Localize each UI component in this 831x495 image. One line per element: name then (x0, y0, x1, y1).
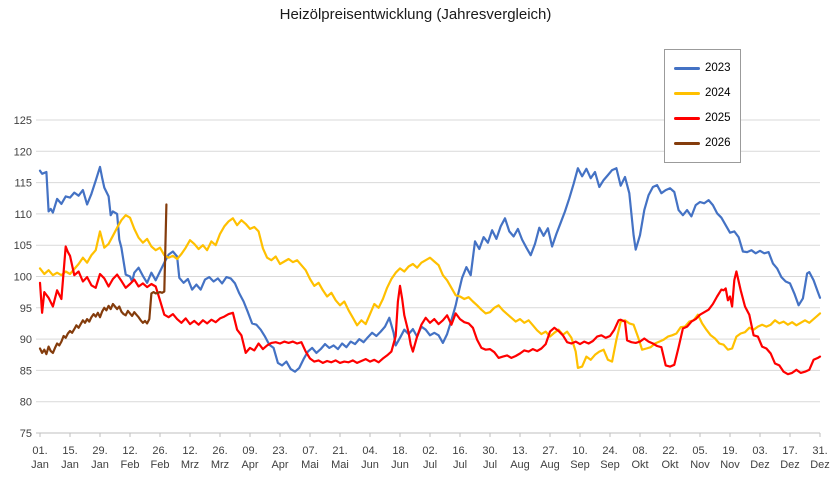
x-tick-label-month: Apr (271, 459, 288, 471)
x-tick-label-day: 21. (332, 445, 347, 457)
y-tick-label: 100 (14, 272, 32, 284)
x-tick-label-month: Dez (750, 459, 770, 471)
legend-item-2024: 2024 (674, 86, 732, 100)
chart-title: Heizölpreisentwicklung (Jahresvergleich) (279, 6, 552, 23)
y-tick-label: 85 (20, 365, 32, 377)
y-tick-label: 110 (14, 209, 32, 221)
x-tick-label-day: 26. (212, 445, 227, 457)
x-tick-label-month: Mrz (181, 459, 199, 471)
legend-swatch-2025 (674, 117, 700, 120)
x-tick-label-month: Jul (453, 459, 467, 471)
x-tick-label-day: 27. (542, 445, 557, 457)
y-tick-label: 120 (14, 146, 32, 158)
x-tick-label-month: Sep (570, 459, 590, 471)
x-tick-label-month: Okt (631, 459, 648, 471)
x-tick-label-day: 09. (242, 445, 257, 457)
x-tick-label-month: Jan (61, 459, 79, 471)
x-tick-label-day: 19. (722, 445, 737, 457)
x-tick-label-month: Jan (31, 459, 49, 471)
legend-swatch-2024 (674, 92, 700, 95)
y-tick-label: 75 (20, 428, 32, 440)
x-tick-label-day: 26. (152, 445, 167, 457)
x-tick-label-day: 24. (602, 445, 617, 457)
y-tick-label: 115 (14, 178, 32, 190)
x-tick-label-day: 22. (662, 445, 677, 457)
x-tick-label-day: 12. (122, 445, 137, 457)
legend-item-2026: 2026 (674, 136, 732, 150)
x-tick-label-month: Jan (91, 459, 109, 471)
x-tick-label-day: 18. (392, 445, 407, 457)
x-tick-label-day: 10. (572, 445, 587, 457)
x-tick-label-month: Jun (361, 459, 379, 471)
x-tick-label-day: 12. (182, 445, 197, 457)
x-tick-label-month: Jul (483, 459, 497, 471)
x-tick-label-month: Dez (810, 459, 830, 471)
x-tick-label-day: 13. (512, 445, 527, 457)
y-tick-label: 90 (20, 334, 32, 346)
x-tick-label-day: 23. (272, 445, 287, 457)
x-tick-label-month: Nov (690, 459, 710, 471)
x-tick-label-month: Apr (241, 459, 258, 471)
y-tick-label: 105 (14, 240, 32, 252)
legend-label: 2024 (705, 86, 731, 99)
legend-label: 2023 (705, 61, 731, 74)
y-tick-label: 80 (20, 397, 32, 409)
x-tick-label-month: Mai (301, 459, 319, 471)
x-tick-label-month: Dez (780, 459, 800, 471)
x-tick-label-day: 07. (302, 445, 317, 457)
legend-label: 2026 (705, 136, 731, 149)
legend: 2023 2024 2025 2026 (664, 49, 741, 163)
x-tick-label-day: 29. (92, 445, 107, 457)
x-tick-label-day: 16. (452, 445, 467, 457)
legend-item-2023: 2023 (674, 61, 732, 75)
x-tick-label-month: Jun (391, 459, 409, 471)
x-tick-label-day: 17. (782, 445, 797, 457)
legend-item-2025: 2025 (674, 111, 732, 125)
legend-swatch-2023 (674, 67, 700, 70)
y-tick-label: 95 (20, 303, 32, 315)
x-tick-label-day: 04. (362, 445, 377, 457)
legend-label: 2025 (705, 111, 731, 124)
x-tick-label-month: Okt (661, 459, 678, 471)
x-tick-label-day: 31. (812, 445, 827, 457)
x-tick-label-month: Aug (540, 459, 560, 471)
x-tick-label-day: 05. (692, 445, 707, 457)
x-tick-label-month: Jul (423, 459, 437, 471)
x-tick-label-day: 03. (752, 445, 767, 457)
x-tick-label-day: 02. (422, 445, 437, 457)
x-tick-label-month: Nov (720, 459, 740, 471)
x-tick-label-month: Mrz (211, 459, 229, 471)
series-line-2026 (38, 203, 168, 356)
y-tick-label: 125 (14, 115, 32, 127)
x-tick-label-day: 01. (32, 445, 47, 457)
legend-swatch-2026 (674, 142, 700, 145)
x-tick-label-day: 30. (482, 445, 497, 457)
x-tick-label-day: 15. (62, 445, 77, 457)
series-line-2023 (38, 165, 822, 373)
x-tick-label-month: Feb (151, 459, 170, 471)
x-tick-label-day: 08. (632, 445, 647, 457)
series-line-2025 (38, 245, 822, 376)
x-tick-label-month: Aug (510, 459, 530, 471)
x-tick-label-month: Sep (600, 459, 620, 471)
x-tick-label-month: Feb (121, 459, 140, 471)
x-tick-label-month: Mai (331, 459, 349, 471)
